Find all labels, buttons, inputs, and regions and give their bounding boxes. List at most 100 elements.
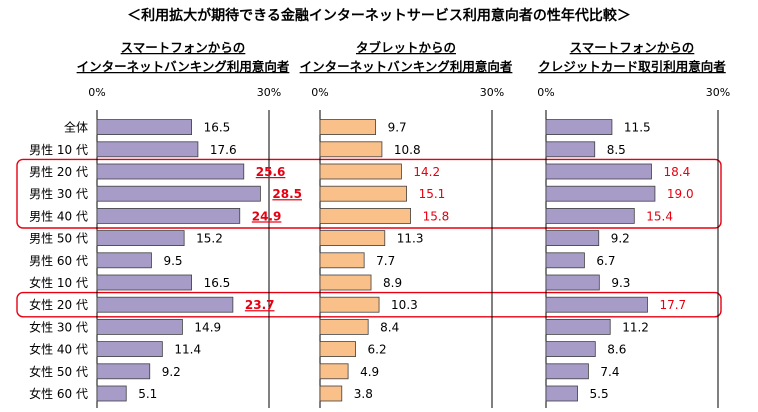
- bar: [319, 274, 372, 291]
- data-label: 19.0: [667, 187, 694, 201]
- axis-tick-label: 0%: [88, 86, 105, 99]
- figure-title: ＜利用拡大が期待できる金融インターネットサービス利用意向者の性年代比較＞: [127, 7, 631, 24]
- data-label: 8.9: [383, 276, 402, 290]
- axis-tick-label: 30%: [706, 86, 730, 99]
- bar: [319, 296, 380, 313]
- data-label: 4.9: [360, 365, 379, 379]
- data-label: 15.4: [646, 209, 673, 223]
- bar: [319, 318, 369, 335]
- axis-tick-label: 0%: [311, 86, 328, 99]
- bar: [319, 385, 343, 402]
- bar: [96, 163, 245, 180]
- row-label: 男性 40 代: [29, 209, 88, 223]
- bar: [545, 363, 589, 380]
- row-label: 男性 20 代: [29, 165, 88, 179]
- data-label: 16.5: [204, 121, 231, 135]
- data-label: 9.7: [388, 121, 407, 135]
- bar: [319, 230, 386, 247]
- row-label: 女性 30 代: [29, 319, 88, 334]
- row-label: 女性 60 代: [29, 386, 88, 401]
- data-label: 5.1: [138, 387, 157, 401]
- bar: [319, 119, 377, 135]
- bar: [545, 318, 611, 335]
- data-label: 6.2: [368, 343, 387, 357]
- data-label: 15.1: [419, 187, 446, 201]
- axis-tick-label: 30%: [257, 86, 281, 99]
- bar: [96, 119, 192, 135]
- data-label: 9.2: [162, 365, 181, 379]
- data-label: 5.5: [590, 387, 609, 401]
- data-label: 7.7: [376, 254, 395, 268]
- data-label: 10.3: [391, 298, 418, 312]
- bar: [96, 185, 261, 202]
- bar: [96, 296, 234, 313]
- data-label: 28.5: [272, 187, 302, 201]
- bar: [96, 141, 199, 158]
- row-label: 男性 30 代: [29, 187, 88, 201]
- data-label: 15.8: [423, 209, 450, 223]
- data-label: 8.4: [380, 320, 399, 334]
- data-label: 14.9: [194, 320, 221, 334]
- panel-title-line1: スマートフォンからの: [570, 40, 695, 55]
- row-label: 女性 50 代: [29, 364, 88, 379]
- bar: [545, 163, 652, 180]
- data-label: 11.5: [624, 121, 651, 135]
- data-label: 24.9: [252, 209, 282, 223]
- panel-title-line1: スマートフォンからの: [121, 40, 246, 55]
- panel-title-line2: クレジットカード取引利用意向者: [538, 59, 726, 74]
- data-label: 18.4: [663, 165, 690, 179]
- bar: [319, 141, 383, 158]
- data-label: 17.6: [210, 143, 237, 157]
- panel-title-line1: タブレットからの: [356, 40, 456, 55]
- bar: [319, 163, 402, 180]
- row-label: 女性 10 代: [29, 275, 88, 290]
- panel-title-line2: インターネットバンキング利用意向者: [300, 59, 513, 74]
- bar: [319, 185, 407, 202]
- bar: [96, 341, 163, 358]
- bar: [545, 207, 635, 224]
- axis-tick-label: 30%: [480, 86, 504, 99]
- bar: [319, 207, 411, 224]
- data-label: 11.2: [622, 320, 649, 334]
- data-label: 8.5: [607, 143, 626, 157]
- data-label: 9.2: [611, 232, 630, 246]
- bar: [96, 363, 151, 380]
- bar: [96, 318, 183, 335]
- bar: [545, 252, 585, 269]
- data-label: 17.7: [659, 298, 686, 312]
- bar: [96, 207, 241, 224]
- bar: [96, 252, 152, 269]
- data-label: 7.4: [600, 365, 619, 379]
- data-label: 6.7: [596, 254, 615, 268]
- bar: [319, 341, 356, 358]
- highlight-frame: [16, 291, 722, 318]
- highlight-frame: [16, 158, 722, 229]
- panel-title-line2: インターネットバンキング利用意向者: [77, 59, 290, 74]
- bar: [319, 252, 365, 269]
- bar: [96, 385, 127, 402]
- row-label: 男性 10 代: [29, 143, 88, 157]
- data-label: 14.2: [413, 165, 440, 179]
- data-label: 10.8: [394, 143, 421, 157]
- data-label: 15.2: [196, 232, 223, 246]
- bar: [545, 341, 596, 358]
- data-label: 9.5: [163, 254, 182, 268]
- bar: [545, 119, 613, 135]
- bar: [545, 385, 578, 402]
- axis-tick-label: 0%: [537, 86, 554, 99]
- data-label: 9.3: [611, 276, 630, 290]
- row-label: 女性 20 代: [29, 297, 88, 312]
- bar: [96, 230, 185, 247]
- row-label: 男性 50 代: [29, 232, 88, 246]
- bar: [545, 141, 596, 158]
- bar: [545, 230, 600, 247]
- bar: [545, 185, 656, 202]
- bar: [545, 274, 600, 291]
- bar: [545, 296, 648, 313]
- row-label: 男性 60 代: [29, 254, 88, 268]
